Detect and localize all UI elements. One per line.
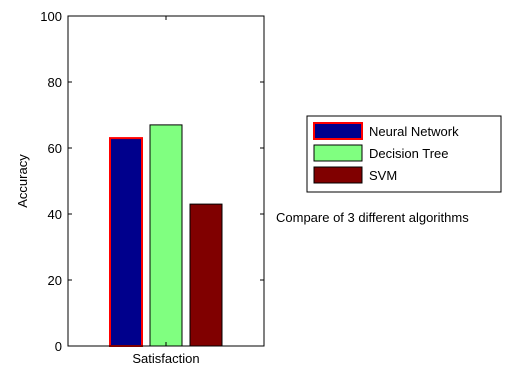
y-tick-label: 100 [40,9,62,24]
x-axis-ticks: Satisfaction [132,16,200,366]
y-axis-ticks: 0 20 40 60 80 100 [40,9,264,354]
y-tick-label: 80 [48,75,62,90]
x-tick-label: Satisfaction [132,351,199,366]
bar-svm [189,203,223,347]
legend-label: Decision Tree [369,146,448,161]
y-tick-label: 40 [48,207,62,222]
bars-layer [109,124,223,347]
y-tick-label: 60 [48,141,62,156]
legend-label: SVM [369,168,397,183]
legend-swatch [313,166,363,184]
y-axis-label: Accuracy [15,154,30,208]
y-tick-label: 20 [48,273,62,288]
chart-annotation: Compare of 3 different algorithms [276,210,469,225]
legend: Neural Network Decision Tree SVM [306,115,502,193]
legend-swatch [313,144,363,162]
legend-label: Neural Network [369,124,459,139]
y-tick-label: 0 [55,339,62,354]
bar-neural-network [109,137,143,347]
bar-decision-tree [149,124,183,347]
legend-swatch [313,122,363,140]
